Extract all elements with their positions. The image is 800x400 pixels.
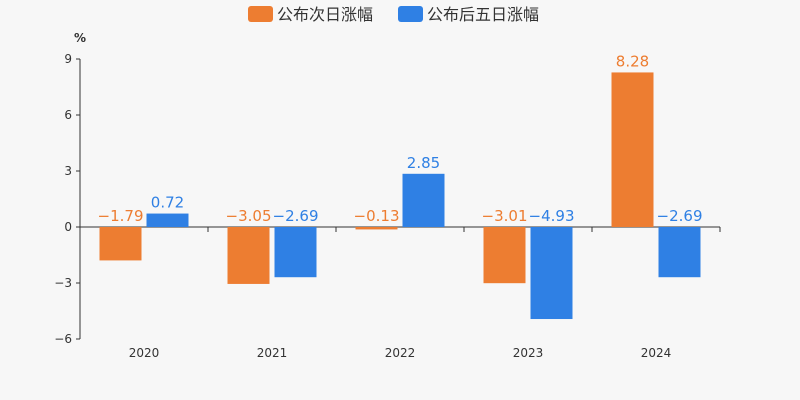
data-label: 0.72 xyxy=(151,194,184,212)
bar-next-day-2021[interactable] xyxy=(227,227,270,284)
bar-next-day-2022[interactable] xyxy=(355,227,398,230)
bar-five-day-2023[interactable] xyxy=(530,227,573,320)
bar-five-day-2024[interactable] xyxy=(658,227,701,278)
y-tick-label: 9 xyxy=(64,52,72,66)
data-label: −4.93 xyxy=(529,207,575,225)
bar-five-day-2021[interactable] xyxy=(274,227,317,278)
x-tick-label: 2021 xyxy=(257,346,288,360)
data-labels: −1.790.72−3.05 −2.69 −0.132.85−3.01 −4.938.… xyxy=(98,52,703,225)
legend-label-1[interactable]: 公布次日涨幅 xyxy=(277,5,373,24)
y-tick-label: −6 xyxy=(54,332,72,346)
data-label: −3.05 xyxy=(226,207,272,225)
y-tick-label: 6 xyxy=(64,108,72,122)
x-tick-label: 2020 xyxy=(129,346,160,360)
x-tick-label: 2023 xyxy=(513,346,544,360)
legend-label-2[interactable]: 公布后五日涨幅 xyxy=(427,5,539,24)
x-tick-label: 2022 xyxy=(385,346,416,360)
x-axis: 2020 2021 2022 2023 2024 xyxy=(79,226,721,360)
data-label: −2.69 xyxy=(657,207,703,225)
bars xyxy=(99,72,701,320)
y-tick-label: −3 xyxy=(54,276,72,290)
data-label: −2.69 xyxy=(273,207,319,225)
y-axis-unit: % xyxy=(74,31,86,45)
bar-next-day-2024[interactable] xyxy=(611,72,654,227)
legend-swatch-2[interactable] xyxy=(398,6,423,22)
bar-five-day-2020[interactable] xyxy=(146,213,189,227)
bar-next-day-2020[interactable] xyxy=(99,227,142,261)
bar-five-day-2022[interactable] xyxy=(402,173,445,227)
y-tick-label: 3 xyxy=(64,164,72,178)
y-axis: 9 6 3 0 −3 −6 xyxy=(54,52,81,346)
data-label: −1.79 xyxy=(98,207,144,225)
legend[interactable]: 公布次日涨幅 公布后五日涨幅 xyxy=(248,5,539,24)
legend-swatch-1[interactable] xyxy=(248,6,273,22)
data-label: −3.01 xyxy=(482,207,528,225)
bar-next-day-2023[interactable] xyxy=(483,227,526,284)
data-label: 8.28 xyxy=(616,52,649,70)
y-tick-label: 0 xyxy=(64,220,72,234)
data-label: −0.13 xyxy=(354,207,400,225)
x-tick-label: 2024 xyxy=(641,346,672,360)
data-label: 2.85 xyxy=(407,154,440,172)
